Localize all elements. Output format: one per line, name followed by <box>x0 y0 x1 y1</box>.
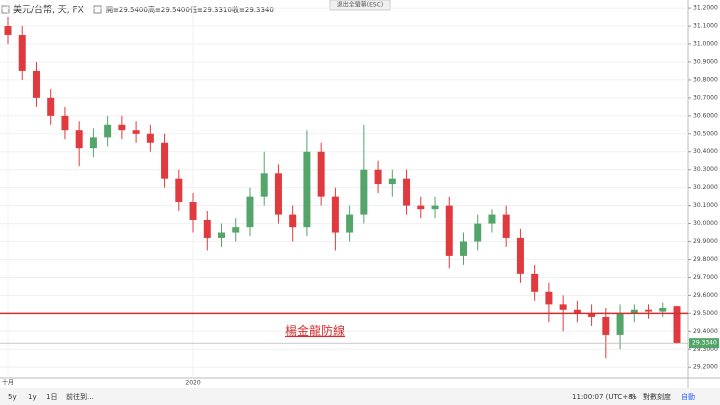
y-tick-label: 30.7000 <box>693 94 718 101</box>
candle-body <box>132 130 140 134</box>
y-tick-label: 30.2000 <box>693 184 718 191</box>
ohlc-open: 開≡29.5400 <box>106 6 148 14</box>
candle-body <box>502 214 510 238</box>
candle-body <box>488 214 496 224</box>
candle-body <box>104 124 112 138</box>
candle-body <box>659 307 667 312</box>
y-tick-label: 31.2000 <box>693 5 718 12</box>
ohlc-high: 高≡29.5400 <box>148 5 190 14</box>
toolbar <box>0 388 720 405</box>
candle-body <box>573 309 581 314</box>
collapse-icon[interactable] <box>1 5 10 14</box>
last-price-label: 29.3340 <box>692 340 717 347</box>
candle-body <box>673 306 681 344</box>
candle-body <box>616 313 624 335</box>
symbol: 美元/台幣, 天, FX <box>13 4 84 16</box>
candle-body <box>346 214 354 233</box>
ohlc-low: 低≡29.3310 <box>190 5 232 14</box>
candle-body <box>459 241 467 256</box>
y-tick-label: 30.4000 <box>693 148 718 155</box>
candle-body <box>189 202 197 220</box>
exit-button[interactable] <box>329 0 391 11</box>
y-tick-label: 30.3000 <box>693 166 718 173</box>
percent[interactable]: % <box>630 393 637 401</box>
candle-body <box>317 151 325 197</box>
candle-body <box>161 142 169 179</box>
candle-body <box>559 304 567 310</box>
candle-body <box>645 309 653 312</box>
candle-body <box>388 178 396 185</box>
last-price-box <box>689 338 719 349</box>
candle-body <box>218 232 226 238</box>
y-tick-label: 29.7000 <box>693 274 718 281</box>
candle-body <box>61 115 69 131</box>
candle-body <box>232 227 240 233</box>
candle-body <box>47 97 55 116</box>
candle-body <box>32 70 40 98</box>
y-tick-label: 29.6000 <box>693 292 718 299</box>
annotation: 楊金龍防線 <box>285 323 345 338</box>
x-tick-label: 十月 <box>2 379 14 387</box>
candle-body <box>431 205 439 210</box>
candle-body <box>260 173 268 197</box>
y-tick-label: 30.0000 <box>693 220 718 227</box>
y-tick-label: 29.8000 <box>693 256 718 263</box>
y-tick-label: 31.0000 <box>693 40 718 47</box>
candle-body <box>146 133 154 143</box>
candle-body <box>516 237 524 274</box>
goto[interactable]: 前往到... <box>66 392 94 401</box>
candle-body <box>246 196 254 228</box>
candle-body <box>360 169 368 215</box>
candle-body <box>4 26 12 36</box>
exit-label[interactable]: 退出全螢幕(ESC) <box>337 1 383 9</box>
candle-body <box>175 178 183 203</box>
candle-body <box>602 316 610 335</box>
y-tick-label: 29.9000 <box>693 238 718 245</box>
y-tick-label: 29.4000 <box>693 328 718 335</box>
candle-body <box>18 35 26 71</box>
candle-body <box>588 313 596 317</box>
y-tick-label: 30.6000 <box>693 112 718 119</box>
candle-body <box>630 309 638 314</box>
candle-body <box>274 173 282 215</box>
range-5y[interactable]: 5y <box>8 393 17 401</box>
candle-body <box>118 124 126 131</box>
range-1d[interactable]: 1日 <box>46 393 57 401</box>
y-tick-label: 31.1000 <box>693 23 718 30</box>
candle-body <box>417 205 425 210</box>
ohlc-close: 收≡29.3340 <box>232 5 274 14</box>
auto-scale[interactable]: 自動 <box>681 392 695 401</box>
y-tick-label: 30.5000 <box>693 130 718 137</box>
candle-body <box>403 178 411 206</box>
candle-body <box>289 214 297 228</box>
y-tick-label: 29.2000 <box>693 364 718 371</box>
log-scale[interactable]: 對數刻度 <box>643 392 671 401</box>
candle-body <box>75 130 83 149</box>
candle-body <box>303 151 311 228</box>
candle-body <box>445 205 453 256</box>
candle-body <box>331 196 339 233</box>
candle-body <box>89 137 97 149</box>
candle-body <box>203 219 211 238</box>
y-tick-label: 30.1000 <box>693 202 718 209</box>
candle-body <box>545 291 553 305</box>
clock: 11:00:07 (UTC+8) <box>572 393 636 401</box>
candle-body <box>474 223 482 242</box>
range-1y[interactable]: 1y <box>28 393 37 401</box>
candle-body <box>531 273 539 292</box>
candle-body <box>374 169 382 185</box>
y-tick-label: 30.9000 <box>693 58 718 65</box>
hide-icon[interactable] <box>93 5 102 14</box>
x-tick-label: 2020 <box>185 380 200 387</box>
y-tick-label: 29.5000 <box>693 310 718 317</box>
y-tick-label: 30.8000 <box>693 76 718 83</box>
y-tick-label: 29.3000 <box>693 346 718 353</box>
